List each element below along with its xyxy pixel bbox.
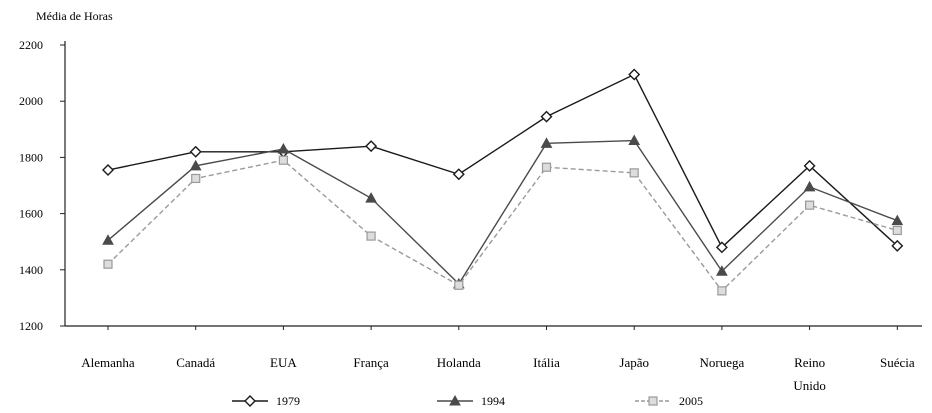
data-point — [541, 162, 552, 172]
data-point — [628, 68, 641, 81]
axes — [64, 41, 922, 327]
data-point — [449, 394, 461, 406]
data-point — [191, 173, 201, 184]
data-point — [891, 239, 904, 252]
y-tick-label: 1600 — [19, 207, 43, 221]
data-point — [629, 168, 639, 178]
data-point — [715, 241, 728, 254]
data-point — [365, 140, 378, 153]
data-point — [454, 280, 464, 290]
y-tick-label: 1200 — [19, 319, 43, 333]
data-point — [540, 137, 553, 148]
y-tick-label: 2200 — [19, 38, 43, 52]
x-tick-label: Suécia — [880, 355, 915, 370]
data-point — [717, 286, 727, 296]
data-point — [803, 180, 816, 192]
data-point — [277, 142, 290, 154]
x-tick-label: EUA — [270, 355, 297, 370]
legend-label: 2005 — [679, 394, 703, 408]
x-tick-label: França — [353, 355, 389, 370]
x-tick-label: Alemanha — [81, 355, 135, 370]
x-tick-label: Itália — [533, 355, 560, 370]
series-group — [102, 68, 904, 296]
x-tick-label: Canadá — [176, 355, 215, 370]
series-line — [107, 73, 898, 249]
y-ticks: 1200 1400 1600 1800 2000 2200 — [19, 38, 65, 333]
data-point — [628, 134, 641, 146]
data-point — [102, 234, 114, 245]
data-point — [804, 200, 815, 210]
data-point — [716, 265, 728, 276]
data-point — [102, 164, 114, 177]
data-point — [244, 395, 256, 407]
y-axis-label: Média de Horas — [36, 9, 113, 23]
y-tick-label: 2000 — [19, 94, 43, 108]
data-point — [189, 159, 202, 171]
data-point — [891, 214, 904, 226]
legend-item: 2005 — [635, 394, 703, 408]
series-2005 — [103, 155, 902, 296]
x-ticks: Alemanha Canadá EUA França Holanda Itália Japã… — [81, 326, 915, 393]
data-point — [803, 159, 816, 172]
x-tick-label: Noruega — [700, 355, 745, 370]
data-point — [189, 145, 202, 158]
series-1994 — [102, 134, 904, 289]
data-point — [648, 396, 658, 406]
legend: 1979 1994 2005 — [232, 394, 703, 408]
legend-item: 1979 — [232, 394, 300, 408]
data-point — [365, 192, 377, 203]
data-point — [540, 110, 553, 123]
y-tick-label: 1800 — [19, 150, 43, 164]
x-tick-label: Holanda — [437, 355, 481, 370]
x-tick-label: Japão — [619, 355, 649, 370]
series-line — [107, 159, 898, 292]
legend-label: 1979 — [276, 394, 300, 408]
legend-label: 1994 — [481, 394, 505, 408]
data-point — [892, 225, 902, 236]
x-tick-label: Reino Unido — [793, 355, 826, 393]
data-point — [452, 168, 465, 181]
series-line — [107, 139, 898, 285]
data-point — [103, 259, 113, 269]
y-tick-label: 1400 — [19, 263, 43, 277]
legend-item: 1994 — [437, 394, 505, 408]
data-point — [366, 231, 376, 241]
data-point — [278, 155, 288, 165]
